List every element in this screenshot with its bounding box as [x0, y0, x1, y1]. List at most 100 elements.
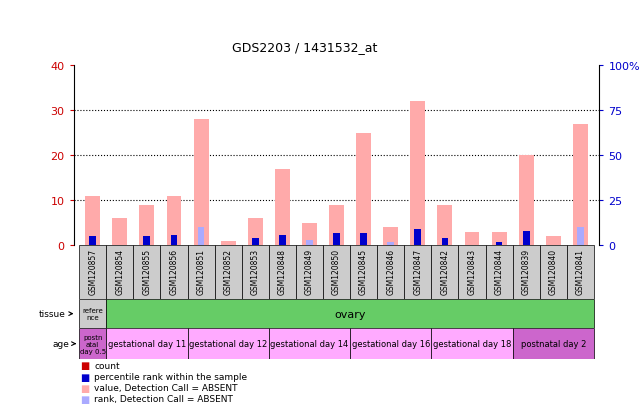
Bar	[410, 102, 425, 246]
Bar	[546, 237, 561, 246]
Bar	[495, 242, 503, 246]
Bar	[523, 231, 529, 246]
Bar	[377, 246, 404, 299]
Text: postn
atal
day 0.5: postn atal day 0.5	[79, 334, 106, 354]
Bar	[269, 246, 296, 299]
Text: GSM120853: GSM120853	[251, 248, 260, 294]
Text: ■: ■	[80, 394, 89, 404]
Text: GSM120856: GSM120856	[169, 248, 178, 294]
Bar	[133, 246, 160, 299]
Bar	[296, 246, 323, 299]
Bar	[171, 235, 178, 246]
Text: GSM120850: GSM120850	[332, 248, 341, 294]
Bar	[252, 239, 258, 246]
Bar	[79, 246, 106, 299]
Text: GSM120844: GSM120844	[495, 248, 504, 294]
Bar	[431, 246, 458, 299]
Bar	[306, 240, 313, 246]
Text: gestational day 16: gestational day 16	[351, 339, 430, 348]
Bar	[356, 133, 371, 246]
Bar	[269, 328, 350, 359]
Text: GSM120845: GSM120845	[359, 248, 368, 294]
Bar	[167, 196, 181, 246]
Text: ■: ■	[80, 372, 89, 382]
Bar	[567, 246, 594, 299]
Text: ovary: ovary	[335, 309, 366, 319]
Bar	[302, 223, 317, 246]
Text: gestational day 11: gestational day 11	[108, 339, 186, 348]
Bar	[221, 241, 236, 246]
Text: gestational day 18: gestational day 18	[433, 339, 511, 348]
Text: GSM120848: GSM120848	[278, 248, 287, 294]
Bar	[350, 328, 431, 359]
Bar	[106, 328, 188, 359]
Text: age: age	[52, 339, 75, 348]
Text: count: count	[94, 361, 120, 370]
Bar	[160, 246, 188, 299]
Bar	[215, 246, 242, 299]
Text: gestational day 14: gestational day 14	[271, 339, 349, 348]
Bar	[89, 237, 96, 246]
Bar	[333, 233, 340, 246]
Text: GSM120839: GSM120839	[522, 248, 531, 294]
Text: value, Detection Call = ABSENT: value, Detection Call = ABSENT	[94, 383, 238, 392]
Bar	[577, 228, 584, 246]
Bar	[437, 205, 453, 246]
Bar	[323, 246, 350, 299]
Bar	[144, 237, 150, 246]
Text: GSM120843: GSM120843	[467, 248, 476, 294]
Bar	[415, 230, 421, 246]
Text: ■: ■	[80, 361, 89, 370]
Bar	[540, 246, 567, 299]
Text: postnatal day 2: postnatal day 2	[520, 339, 586, 348]
Bar	[329, 205, 344, 246]
Bar	[387, 242, 394, 246]
Bar	[242, 246, 269, 299]
Text: GDS2203 / 1431532_at: GDS2203 / 1431532_at	[232, 41, 377, 54]
Bar	[465, 232, 479, 246]
Text: refere
nce: refere nce	[82, 307, 103, 320]
Bar	[140, 205, 154, 246]
Bar	[188, 246, 215, 299]
Bar	[79, 328, 106, 359]
Text: GSM120847: GSM120847	[413, 248, 422, 294]
Bar	[458, 246, 485, 299]
Bar	[360, 233, 367, 246]
Bar	[513, 246, 540, 299]
Bar	[519, 156, 533, 246]
Text: GSM120854: GSM120854	[115, 248, 124, 294]
Text: GSM120855: GSM120855	[142, 248, 151, 294]
Bar	[106, 246, 133, 299]
Bar	[383, 228, 398, 246]
Bar	[442, 239, 448, 246]
Bar	[485, 246, 513, 299]
Text: GSM120849: GSM120849	[305, 248, 314, 294]
Bar	[573, 124, 588, 246]
Text: GSM120840: GSM120840	[549, 248, 558, 294]
Bar	[513, 328, 594, 359]
Text: GSM120851: GSM120851	[197, 248, 206, 294]
Text: tissue: tissue	[38, 309, 72, 318]
Text: GSM120842: GSM120842	[440, 248, 449, 294]
Bar	[431, 328, 513, 359]
Text: GSM120846: GSM120846	[387, 248, 395, 294]
Text: rank, Detection Call = ABSENT: rank, Detection Call = ABSENT	[94, 394, 233, 404]
Text: GSM120852: GSM120852	[224, 248, 233, 294]
Bar	[279, 235, 286, 246]
Bar	[248, 219, 263, 246]
Bar	[495, 242, 503, 246]
Text: gestational day 12: gestational day 12	[189, 339, 267, 348]
Bar	[197, 228, 204, 246]
Bar	[275, 169, 290, 246]
Bar	[350, 246, 377, 299]
Bar	[112, 219, 127, 246]
Bar	[194, 120, 208, 246]
Bar	[404, 246, 431, 299]
Bar	[188, 328, 269, 359]
Text: ■: ■	[80, 383, 89, 393]
Text: GSM120857: GSM120857	[88, 248, 97, 294]
Text: GSM120841: GSM120841	[576, 248, 585, 294]
Bar	[79, 299, 106, 328]
Text: percentile rank within the sample: percentile rank within the sample	[94, 372, 247, 381]
Bar	[492, 232, 506, 246]
